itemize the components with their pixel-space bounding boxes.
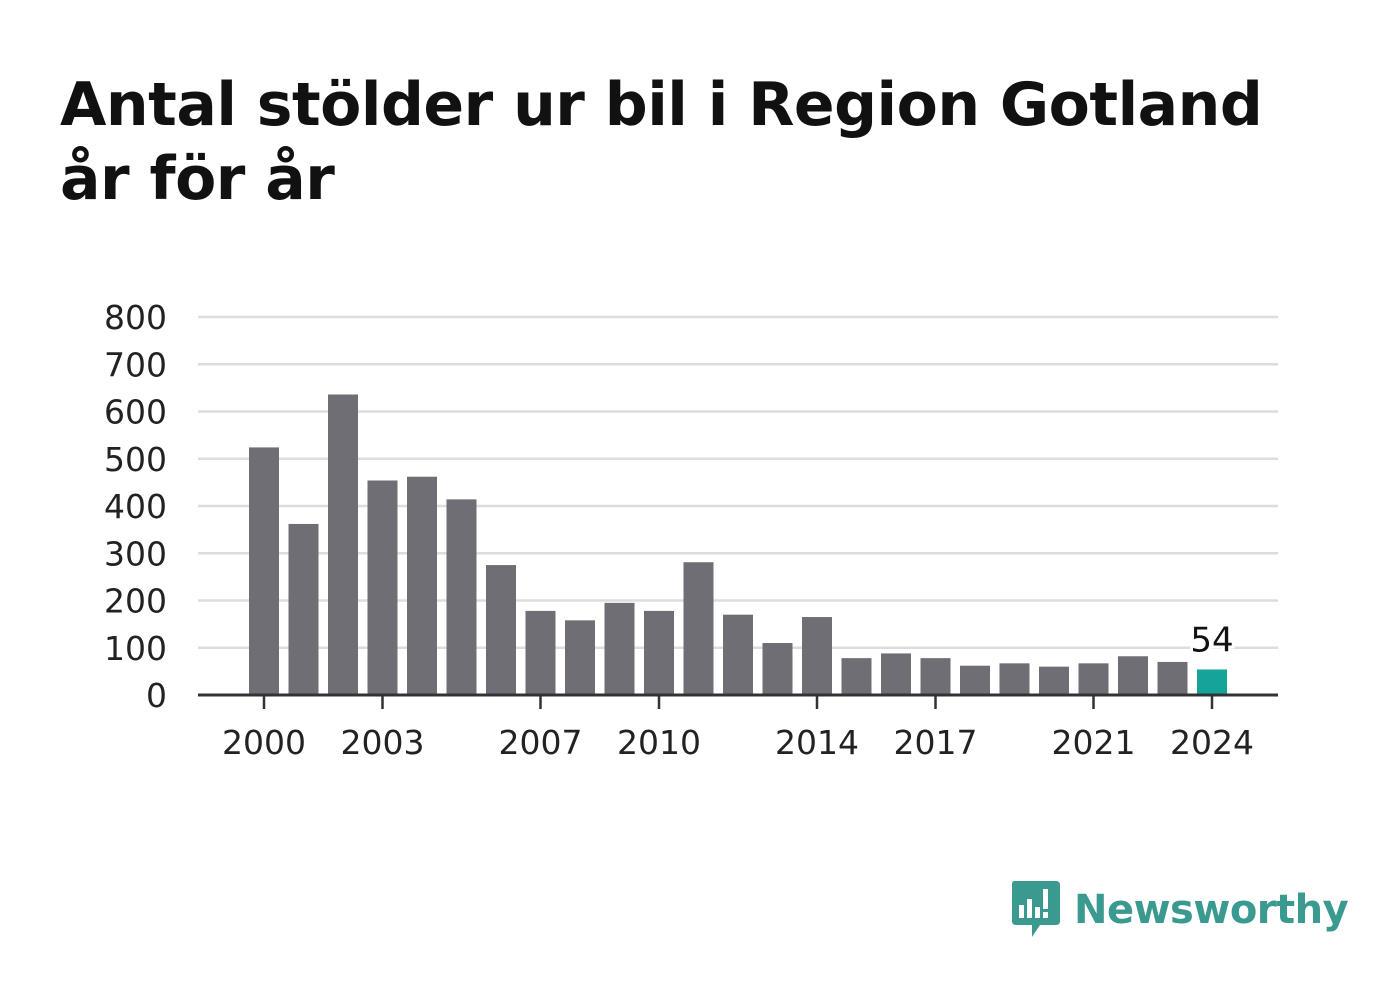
x-tick-label: 2014 — [775, 723, 859, 762]
y-tick-label: 600 — [104, 393, 167, 432]
bar-2017 — [920, 658, 951, 695]
bar-2019 — [999, 663, 1030, 695]
x-tick-label: 2010 — [617, 723, 701, 762]
bar-2020 — [1039, 666, 1069, 695]
bar-2015 — [841, 658, 872, 695]
bar-2007 — [525, 610, 556, 695]
bar-2005 — [446, 499, 477, 695]
bar-2024 — [1197, 669, 1227, 695]
y-tick-label: 400 — [104, 487, 167, 526]
y-tick-label: 200 — [104, 582, 167, 621]
bar-2001 — [288, 523, 319, 695]
y-tick-label: 500 — [104, 440, 167, 479]
bar-2013 — [762, 643, 793, 695]
bar-2004 — [407, 476, 437, 695]
newsworthy-logo-icon — [1012, 881, 1060, 937]
bar-2011 — [683, 562, 714, 695]
y-tick-label: 300 — [104, 534, 167, 573]
bar-2006 — [486, 565, 516, 695]
bar-2021 — [1078, 663, 1109, 695]
chart-title: Antal stölder ur bil i Region Gotland år… — [60, 70, 1263, 214]
x-tick-label: 2017 — [894, 723, 978, 762]
brand-logo: Newsworthy — [1010, 878, 1349, 942]
bar-2018 — [960, 665, 990, 695]
data-label-2024: 54 — [1190, 620, 1233, 660]
y-axis-tick-labels: 0 100 200 300 400 500 600 700 800 — [104, 298, 167, 715]
x-tick-label: 2003 — [341, 723, 425, 762]
bar-2000 — [249, 447, 279, 695]
x-tick-label: 2007 — [499, 723, 583, 762]
bars — [249, 394, 1227, 695]
bar-2014 — [802, 617, 832, 695]
data-labels: 54 — [1187, 617, 1236, 663]
bar-2016 — [881, 653, 911, 695]
bar-2010 — [644, 610, 674, 695]
y-tick-label: 100 — [104, 629, 167, 668]
bar-2003 — [367, 480, 398, 695]
bar-2012 — [723, 614, 753, 695]
bar-2022 — [1118, 656, 1148, 695]
grid-lines — [198, 315, 1278, 649]
x-axis — [198, 693, 1278, 709]
brand-name: Newsworthy — [1074, 887, 1349, 933]
bar-2008 — [565, 620, 595, 695]
bar-2023 — [1157, 661, 1188, 695]
y-tick-label: 0 — [146, 676, 167, 715]
y-tick-label: 800 — [104, 298, 167, 337]
x-tick-label: 2024 — [1170, 723, 1254, 762]
y-tick-label: 700 — [104, 345, 167, 384]
x-axis-tick-labels: 2000 2003 2007 2010 2014 2017 2021 2024 — [222, 723, 1254, 762]
bar-2009 — [604, 602, 635, 695]
x-tick-label: 2000 — [222, 723, 306, 762]
bar-2002 — [328, 394, 358, 695]
x-tick-label: 2021 — [1052, 723, 1136, 762]
